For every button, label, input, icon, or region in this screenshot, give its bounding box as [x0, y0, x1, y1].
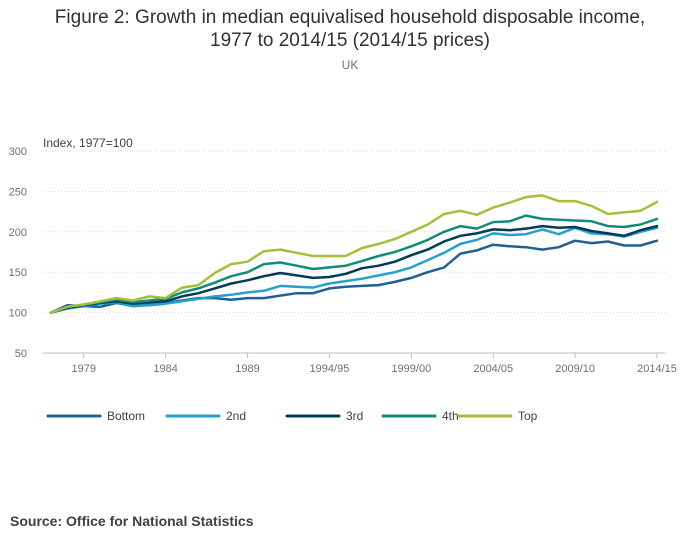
- y-axis-label: Index, 1977=100: [43, 136, 133, 150]
- y-tick-label: 300: [9, 146, 27, 158]
- series-line-2nd: [49, 226, 659, 314]
- y-tick-label: 200: [9, 227, 27, 239]
- series-line-top: [49, 194, 659, 314]
- y-tick-label: 150: [9, 267, 27, 279]
- y-tick-label: 50: [15, 348, 27, 360]
- x-tick-label: 2014/15: [637, 363, 677, 375]
- legend: Bottom 2nd 3rd 4th Top: [46, 409, 538, 423]
- legend-label: Bottom: [107, 409, 145, 423]
- y-tick-label: 250: [9, 186, 27, 198]
- x-tick-label: 2009/10: [555, 363, 595, 375]
- x-tick-label: 1989: [235, 363, 259, 375]
- axes: 50 100 150 200 250 300 1979 1984 1989 1994/95 1999…: [9, 146, 677, 375]
- line-chart: Index, 1977=100 50 100 150 200 250 300 1979 198…: [9, 136, 677, 423]
- chart-title: Figure 2: Growth in median equivalised h…: [0, 6, 700, 52]
- series-line-3rd: [49, 224, 659, 314]
- chart-title-line-1: Figure 2: Growth in median equivalised h…: [54, 7, 646, 28]
- series-line-4th: [49, 214, 659, 314]
- legend-label: 4th: [442, 409, 459, 423]
- legend-label: 3rd: [346, 409, 363, 423]
- series-lines: [49, 194, 659, 314]
- source-note: Source: Office for National Statistics: [10, 513, 254, 529]
- x-tick-label: 1979: [72, 363, 96, 375]
- x-tick-label: 1994/95: [310, 363, 350, 375]
- chart-title-line-2: 1977 to 2014/15 (2014/15 prices): [210, 30, 490, 51]
- legend-label: Top: [518, 409, 538, 423]
- x-tick-label: 1999/00: [391, 363, 431, 375]
- x-tick-label: 2004/05: [473, 363, 513, 375]
- chart-subtitle: UK: [341, 58, 359, 72]
- legend-label: 2nd: [226, 409, 246, 423]
- x-tick-label: 1984: [153, 363, 177, 375]
- y-tick-label: 100: [9, 308, 27, 320]
